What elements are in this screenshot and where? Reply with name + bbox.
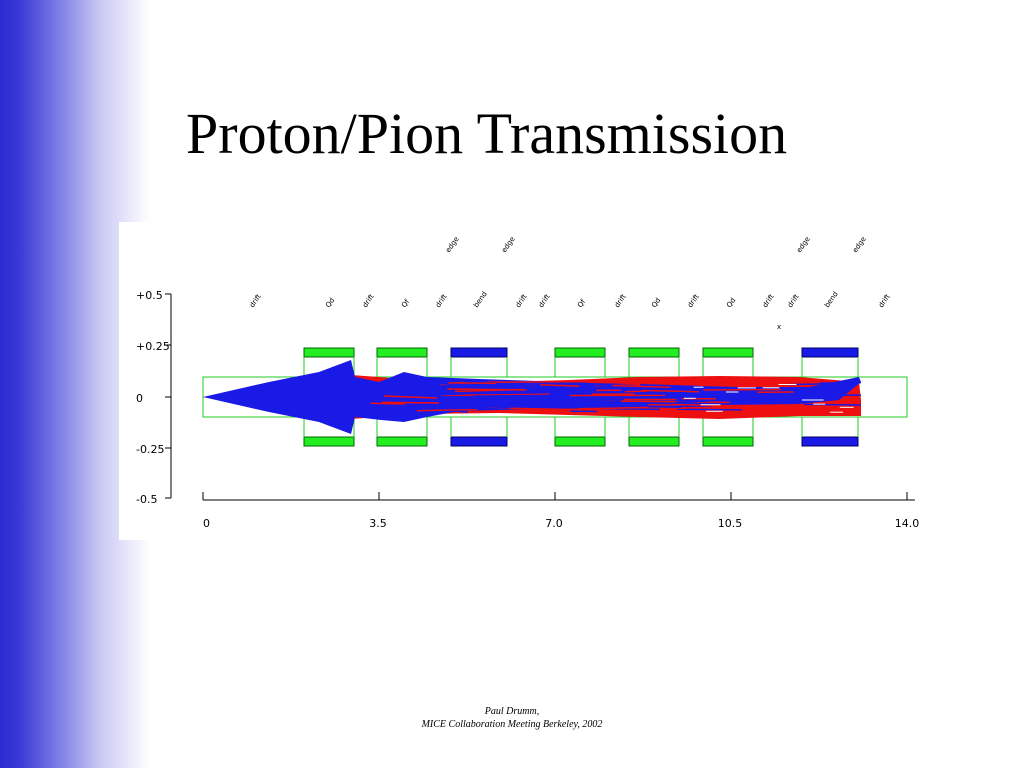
quad-qd-2	[628, 347, 680, 447]
edge-label: edge	[851, 235, 868, 254]
particle-track	[658, 391, 687, 395]
quad-qd-3	[702, 347, 754, 447]
particle-track	[803, 403, 862, 406]
element-label: drift	[613, 293, 628, 310]
particle-track	[612, 384, 671, 388]
particle-track	[738, 384, 771, 388]
particle-track	[440, 393, 550, 397]
particle-track	[517, 383, 541, 386]
element-label: drift	[537, 293, 552, 310]
element-label: bend	[472, 290, 489, 309]
y-tick-label: +0.25	[136, 340, 170, 353]
x-tick-label: 14.0	[895, 517, 920, 530]
particle-track	[424, 393, 465, 397]
y-axis: +0.5 +0.25 0 -0.25 -0.5	[136, 289, 172, 506]
particle-track	[383, 395, 438, 399]
quad-qd-1	[303, 347, 355, 447]
particle-track	[674, 395, 702, 398]
particle-track	[676, 408, 742, 411]
particle-track	[640, 383, 700, 388]
element-label: Qd	[725, 296, 737, 309]
element-label: drift	[434, 293, 449, 310]
x-tick-label: 0	[203, 517, 210, 530]
particle-track	[447, 388, 527, 391]
particle-track	[553, 391, 594, 395]
particle-track	[625, 390, 648, 393]
beamline-figure: +0.5 +0.25 0 -0.25 -0.5 0 3.5 7.0 10.5 1…	[119, 222, 925, 540]
element-label: drift	[877, 293, 892, 310]
element-label: drift	[761, 293, 776, 310]
particle-track	[675, 400, 710, 404]
particle-track	[389, 387, 442, 390]
y-tick-label: 0	[136, 392, 143, 405]
element-label: Qd	[650, 296, 662, 309]
element-labels: drift Qd drift Qf drift bend drift drift…	[248, 235, 892, 331]
slide-title: Proton/Pion Transmission	[186, 101, 788, 166]
particle-track	[370, 402, 405, 405]
element-label: drift	[361, 293, 376, 310]
element-label: drift	[514, 293, 529, 310]
x-tick-label: 10.5	[718, 517, 743, 530]
x-tick-label: 7.0	[545, 517, 563, 530]
element-label: Qd	[324, 296, 336, 309]
element-label: drift	[686, 293, 701, 310]
particle-track	[703, 388, 781, 391]
particle-track	[560, 400, 630, 403]
bend-2	[801, 347, 859, 447]
particle-track	[418, 407, 511, 410]
bend-1	[450, 347, 508, 447]
particle-track	[597, 404, 682, 409]
quad-qf-2	[554, 347, 606, 447]
element-label: drift	[786, 293, 801, 310]
particle-track-lines	[370, 380, 862, 413]
edge-label: edge	[500, 235, 517, 254]
y-tick-label: +0.5	[136, 289, 163, 302]
footer-meeting: MICE Collaboration Meeting Berkeley, 200…	[421, 719, 603, 730]
element-label: Qf	[576, 298, 587, 310]
particle-track	[416, 408, 477, 412]
particle-track	[672, 403, 728, 407]
x-tick-label: 3.5	[369, 517, 387, 530]
pion-envelope	[203, 360, 861, 434]
element-label: bend	[823, 290, 840, 309]
beamline-plot: +0.5 +0.25 0 -0.25 -0.5 0 3.5 7.0 10.5 1…	[136, 235, 920, 530]
edge-label: edge	[795, 235, 812, 254]
particle-track	[641, 389, 699, 393]
y-tick-label: -0.5	[136, 493, 157, 506]
beam-tracks	[203, 360, 862, 434]
particle-track	[588, 381, 646, 385]
particle-track	[462, 401, 518, 405]
particle-track	[473, 394, 574, 397]
element-label: drift	[248, 293, 263, 310]
particle-track	[620, 400, 730, 404]
slide-footer: Paul Drumm, MICE Collaboration Meeting B…	[0, 705, 1024, 731]
magnet-blocks	[303, 347, 859, 447]
particle-track	[577, 406, 648, 410]
marker-label: x	[777, 323, 781, 331]
y-tick-label: -0.25	[136, 443, 164, 456]
particle-track	[486, 380, 594, 383]
particle-track	[788, 382, 860, 386]
edge-label: edge	[444, 235, 461, 254]
x-axis: 0 3.5 7.0 10.5 14.0	[202, 492, 920, 530]
quad-qf-1	[376, 347, 428, 447]
element-label: Qf	[400, 298, 411, 310]
footer-author: Paul Drumm,	[484, 706, 540, 717]
particle-track	[381, 401, 440, 404]
